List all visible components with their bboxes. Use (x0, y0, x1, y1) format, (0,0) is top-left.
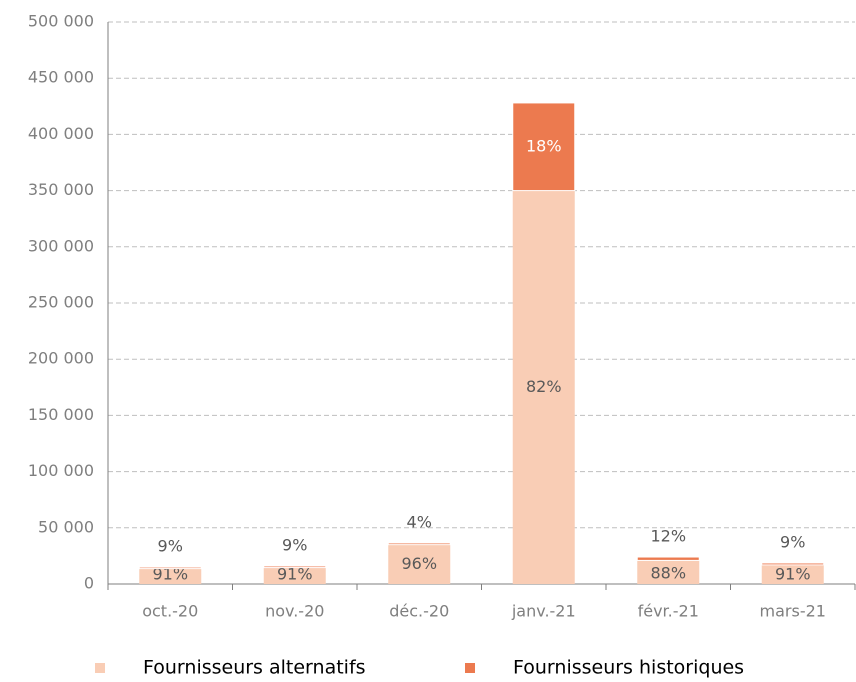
legend-swatch (465, 663, 475, 673)
y-tick-label: 50 000 (38, 517, 94, 536)
x-tick-label: nov.-20 (265, 602, 324, 621)
y-tick-label: 450 000 (28, 68, 94, 87)
y-tick-label: 400 000 (28, 124, 94, 143)
bar-segment (636, 556, 700, 561)
bar-segment (761, 562, 825, 566)
y-tick-label: 250 000 (28, 293, 94, 312)
legend-swatch (95, 663, 105, 673)
data-label: 9% (780, 532, 805, 551)
x-tick-label: oct.-20 (142, 602, 198, 621)
x-tick-label: déc.-20 (389, 602, 449, 621)
y-tick-label: 150 000 (28, 405, 94, 424)
bar-segment (761, 564, 824, 584)
data-label: 12% (650, 527, 686, 546)
data-label: 91% (277, 565, 313, 584)
y-tick-label: 500 000 (28, 12, 94, 31)
bar-segment (512, 102, 576, 192)
y-tick-label: 0 (84, 574, 94, 593)
bar-segment (512, 190, 575, 584)
bar-segment (263, 565, 327, 569)
bar-segment (387, 542, 451, 546)
data-label: 88% (650, 564, 686, 583)
bar-segment (263, 567, 326, 584)
y-tick-label: 200 000 (28, 349, 94, 368)
y-tick-label: 300 000 (28, 236, 94, 255)
data-label: 96% (401, 554, 437, 573)
legend-label: Fournisseurs alternatifs (143, 657, 366, 679)
data-label: 4% (407, 512, 432, 531)
bar-segment (637, 560, 700, 584)
y-tick-label: 100 000 (28, 461, 94, 480)
bar-segment (139, 568, 202, 584)
data-label: 18% (526, 136, 562, 155)
x-tick-label: févr.-21 (638, 602, 699, 621)
x-tick-label: janv.-21 (511, 602, 576, 621)
data-label: 9% (158, 537, 183, 556)
bar-segment (138, 566, 202, 570)
data-label: 82% (526, 377, 562, 396)
y-tick-label: 350 000 (28, 180, 94, 199)
x-tick-label: mars-21 (760, 602, 826, 621)
legend-label: Fournisseurs historiques (513, 657, 744, 679)
bar-segment (388, 544, 451, 584)
data-label: 91% (775, 565, 811, 584)
data-label: 9% (282, 536, 307, 555)
data-label: 91% (152, 565, 188, 584)
